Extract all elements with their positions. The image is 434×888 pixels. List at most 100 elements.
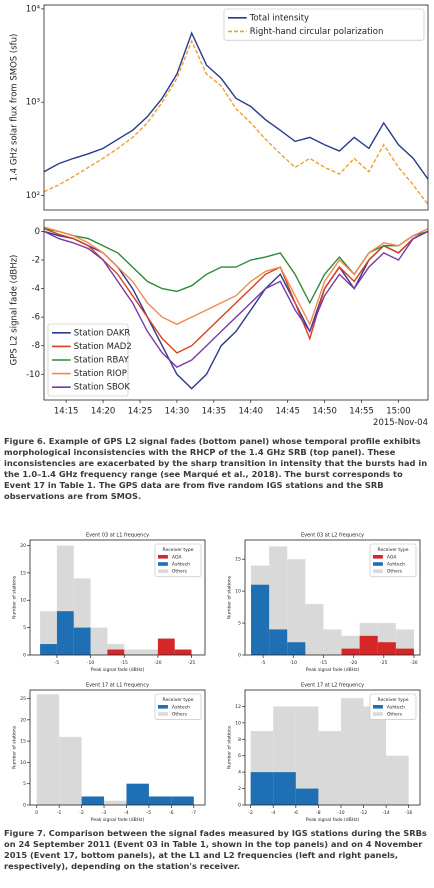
legend-label: AOA — [172, 554, 182, 560]
y-tick-label: 10 — [235, 589, 241, 595]
histogram-bar — [90, 627, 108, 655]
legend-title: Receiver type — [378, 547, 409, 553]
chart-title: Event 03 at L1 frequency — [86, 533, 149, 539]
x-tick-label: -3 — [102, 810, 107, 816]
x-tick-label: -10 — [87, 660, 94, 666]
x-tick-label: 14:55 — [349, 406, 374, 416]
y-tick-label: 10 — [20, 598, 26, 604]
y-tick-label: 0 — [238, 803, 241, 809]
legend-swatch — [373, 555, 383, 559]
y-tick-label: 10² — [26, 191, 40, 201]
legend-label: Station RBAY — [74, 356, 130, 366]
x-tick-label: -14 — [382, 810, 389, 816]
x-tick-label: -20 — [154, 660, 161, 666]
histogram-bar — [141, 649, 158, 655]
histogram-bar — [269, 546, 288, 655]
y-tick-label: 20 — [20, 543, 26, 549]
annotation: 2015-Nov-04 — [373, 418, 428, 428]
histogram-bar — [341, 648, 360, 655]
legend-label: Others — [172, 712, 188, 718]
y-tick-label: 0 — [23, 803, 26, 809]
x-axis-label: Peak signal fade (dBHz) — [91, 817, 145, 823]
histogram-bar — [107, 649, 125, 655]
data-line — [43, 230, 429, 368]
legend-label: Station RIOP — [74, 369, 127, 379]
y-tick-label: 15 — [20, 570, 26, 576]
x-tick-label: -7 — [192, 810, 197, 816]
legend-label: Others — [387, 712, 403, 718]
legend-swatch — [158, 705, 168, 709]
x-tick-label: 14:15 — [54, 406, 79, 416]
chart-title: Event 17 at L2 frequency — [301, 683, 364, 689]
histogram-bar — [124, 649, 142, 655]
x-tick-label: 14:25 — [128, 406, 153, 416]
x-tick-label: -12 — [360, 810, 367, 816]
x-tick-label: -4 — [271, 810, 276, 816]
y-axis-label: GPS L2 signal fade (dBHz) — [10, 255, 20, 366]
y-tick-label: -8 — [32, 341, 40, 351]
histogram-bar — [157, 638, 175, 655]
legend-label: Others — [387, 569, 403, 575]
data-line — [43, 226, 429, 327]
x-tick-label: -15 — [121, 660, 128, 666]
data-line — [43, 227, 429, 354]
plot-frame — [244, 689, 421, 806]
x-tick-label: 14:20 — [91, 406, 116, 416]
y-tick-label: 15 — [20, 739, 26, 745]
legend-label: Station SBOK — [74, 383, 131, 393]
y-tick-label: -6 — [32, 313, 40, 323]
plot-frame — [244, 539, 421, 656]
x-axis-label: Peak signal fade (dBHz) — [91, 667, 145, 673]
data-line — [43, 39, 429, 206]
x-tick-label: 14:30 — [165, 406, 190, 416]
histogram-bar — [56, 611, 74, 655]
legend-title: Receiver type — [378, 697, 409, 703]
legend-label: Ashtech — [172, 562, 190, 568]
x-tick-label: -25 — [380, 660, 387, 666]
histogram-bar — [323, 629, 342, 655]
x-tick-label: -2 — [248, 810, 253, 816]
x-tick-label: -6 — [294, 810, 299, 816]
histogram-bar — [377, 642, 396, 655]
x-tick-label: -30 — [410, 660, 417, 666]
plot-frame — [29, 689, 206, 806]
legend-label: Right-hand circular polarization — [250, 27, 384, 37]
y-tick-label: 10 — [20, 760, 26, 766]
x-tick-label: -8 — [316, 810, 321, 816]
legend-box — [154, 543, 202, 578]
histogram-bar — [359, 635, 378, 655]
histogram-bar — [171, 796, 194, 805]
legend-label: Ashtech — [387, 562, 405, 568]
y-tick-label: 2 — [238, 786, 241, 792]
y-tick-label: -2 — [32, 256, 40, 266]
histogram-bar — [269, 629, 288, 655]
y-tick-label: 10 — [235, 720, 241, 726]
y-tick-label: 10⁴ — [26, 4, 41, 14]
x-axis-label: Peak signal fade (dBHz) — [306, 667, 360, 673]
y-tick-label: 12 — [235, 704, 241, 710]
x-tick-label: -2 — [79, 810, 84, 816]
legend-title: Receiver type — [163, 547, 194, 553]
legend-swatch — [158, 562, 168, 566]
histogram-bar — [81, 796, 105, 805]
histogram-bar — [126, 783, 149, 805]
y-tick-label: 20 — [20, 717, 26, 723]
y-tick-label: 0 — [238, 653, 241, 659]
histogram-bar — [273, 772, 296, 805]
y-tick-label: 5 — [23, 625, 26, 631]
y-axis-label: Number of stations — [12, 725, 18, 769]
y-tick-label: 10³ — [26, 98, 40, 108]
x-tick-label: -15 — [320, 660, 327, 666]
legend-swatch — [158, 555, 168, 559]
histogram-bar — [295, 788, 319, 805]
caption: Figure 7. Comparison between the signal … — [4, 828, 427, 871]
histogram-bar — [305, 603, 324, 655]
y-tick-label: 6 — [238, 753, 241, 759]
y-tick-label: 8 — [238, 737, 241, 743]
x-tick-label: 14:50 — [312, 406, 337, 416]
y-tick-label: 4 — [238, 770, 241, 776]
x-tick-label: -10 — [337, 810, 344, 816]
histogram-bar — [59, 736, 82, 805]
